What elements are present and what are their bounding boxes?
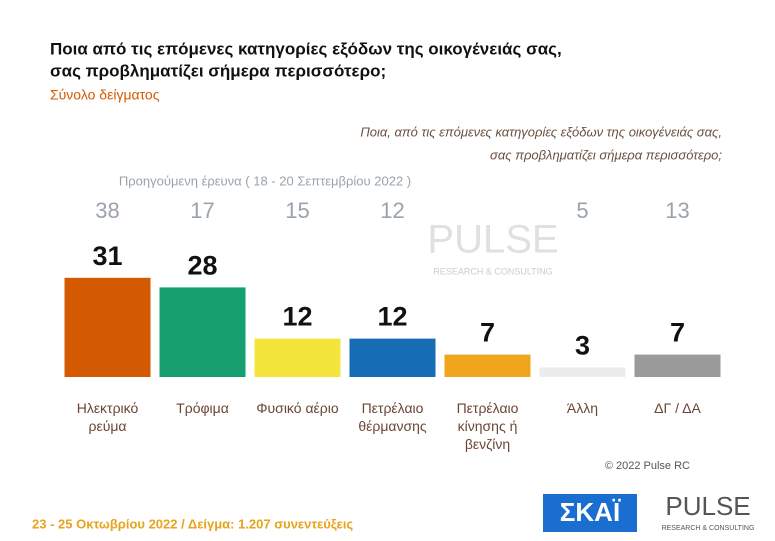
category-label: Τρόφιμα <box>176 400 229 416</box>
category-label: Φυσικό αέριο <box>256 400 339 416</box>
bar <box>64 277 151 377</box>
value-label: 12 <box>282 302 312 332</box>
previous-value: 15 <box>285 198 309 223</box>
value-label: 3 <box>575 331 590 361</box>
skai-logo-text: ΣΚΑΪ <box>560 497 621 527</box>
previous-value: 12 <box>380 198 404 223</box>
skai-logo <box>543 494 637 532</box>
category-label: Πετρέλαιο κίνησης ή βενζίνη <box>456 400 519 452</box>
bar <box>159 287 246 377</box>
value-label: 7 <box>480 318 495 348</box>
bar <box>349 338 436 377</box>
value-label: 28 <box>187 251 217 281</box>
question-line: σας προβληματίζει σήμερα περισσότερο; <box>490 147 722 162</box>
copyright: © 2022 Pulse RC <box>605 460 690 472</box>
bar <box>634 354 721 377</box>
value-label: 12 <box>377 302 407 332</box>
watermark-tagline: RESEARCH & CONSULTING <box>433 266 552 276</box>
category-label: Ηλεκτρικό ρεύμα <box>76 400 139 434</box>
category-label: Άλλη <box>566 400 599 416</box>
previous-value: 13 <box>665 198 689 223</box>
bar <box>254 338 341 377</box>
title-line: Ποια από τις επόμενες κατηγορίες εξόδων … <box>50 39 562 58</box>
previous-value: 17 <box>190 198 214 223</box>
pulse-tagline: RESEARCH & CONSULTING <box>662 525 755 532</box>
value-label: 31 <box>92 241 122 271</box>
question-line: Ποια, από τις επόμενες κατηγορίες εξόδων… <box>360 124 722 139</box>
title-line: σας προβληματίζει σήμερα περισσότερο; <box>50 61 386 80</box>
subtitle: Σύνολο δείγματος <box>50 87 160 103</box>
previous-label: Προηγούμενη έρευνα ( 18 - 20 Σεπτεμβρίου… <box>119 173 411 188</box>
bar <box>539 367 626 377</box>
bar <box>444 354 531 377</box>
watermark: PULSE <box>427 218 558 262</box>
category-label: Πετρέλαιο θέρμανσης <box>358 400 427 434</box>
previous-value: 5 <box>576 198 588 223</box>
category-label: ΔΓ / ΔΑ <box>654 400 701 416</box>
pulse-logo: PULSE <box>665 491 750 521</box>
value-label: 7 <box>670 318 685 348</box>
footer: 23 - 25 Οκτωβρίου 2022 / Δείγμα: 1.207 σ… <box>32 516 353 531</box>
previous-value: 38 <box>95 198 119 223</box>
